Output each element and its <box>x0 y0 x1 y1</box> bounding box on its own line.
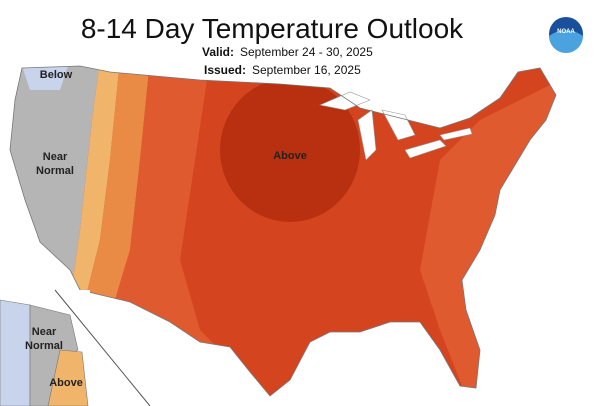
logo-text: NOAA <box>557 29 575 35</box>
map-label: Above <box>273 150 307 162</box>
inset-label: Near <box>32 326 57 338</box>
valid-dates: September 24 - 30, 2025 <box>240 45 373 59</box>
inset-label: Normal <box>25 340 63 352</box>
map-label: Near <box>43 151 68 163</box>
inset-label: Above <box>49 377 83 389</box>
alaska-inset: Near Normal Above <box>0 289 151 406</box>
issued-label: Issued: <box>204 63 246 77</box>
noaa-logo: NOAA <box>549 17 583 53</box>
map-border <box>9 65 557 397</box>
map-label: Normal <box>36 165 74 177</box>
issued-date: September 16, 2025 <box>252 63 361 77</box>
valid-label: Valid: <box>202 45 234 59</box>
great-lakes <box>319 91 473 161</box>
map-label: Below <box>40 69 73 81</box>
title: 8-14 Day Temperature Outlook <box>81 13 464 44</box>
